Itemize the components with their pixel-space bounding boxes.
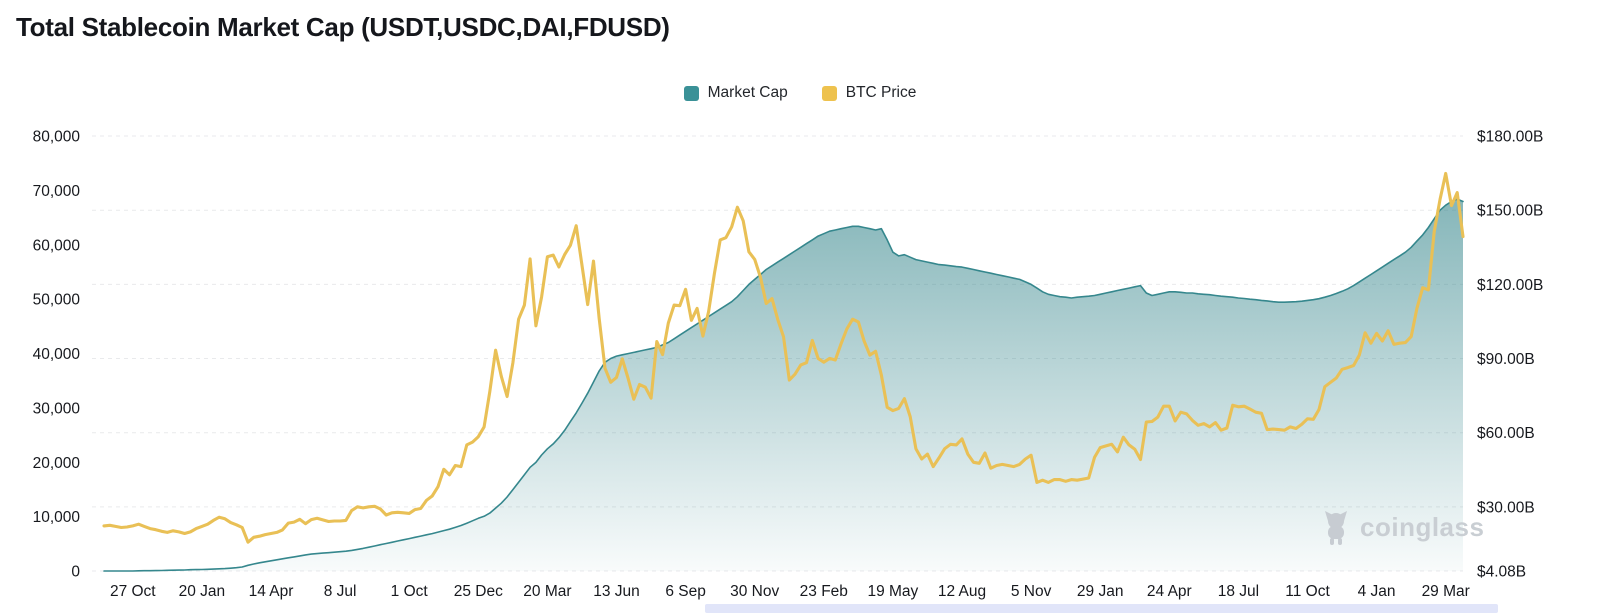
right-axis-tick: $4.08B	[1477, 564, 1526, 581]
legend-label-market-cap: Market Cap	[707, 84, 788, 101]
x-axis-tick: 13 Jun	[593, 583, 640, 600]
x-axis-tick: 25 Dec	[454, 583, 503, 600]
left-axis-tick: 20,000	[33, 455, 81, 472]
right-axis-tick: $30.00B	[1477, 499, 1535, 516]
right-axis-tick: $90.00B	[1477, 351, 1535, 368]
left-axis-tick: 0	[71, 564, 80, 581]
left-axis-tick: 10,000	[33, 509, 81, 526]
chart-legend: Market Cap BTC Price	[0, 84, 1600, 102]
x-axis-tick: 14 Apr	[249, 583, 294, 600]
btc-price-swatch-icon	[821, 85, 837, 101]
left-axis-tick: 30,000	[33, 400, 81, 417]
x-axis-tick: 6 Sep	[665, 583, 706, 600]
x-axis-tick: 20 Mar	[523, 583, 571, 600]
page-title: Total Stablecoin Market Cap (USDT,USDC,D…	[16, 12, 670, 42]
right-axis-tick: $60.00B	[1477, 425, 1535, 442]
market-cap-swatch-icon	[683, 85, 699, 101]
left-axis-tick: 50,000	[33, 292, 81, 309]
x-axis-tick: 11 Oct	[1285, 583, 1330, 600]
legend-label-btc-price: BTC Price	[845, 84, 917, 101]
x-axis-tick: 24 Apr	[1147, 583, 1192, 600]
right-axis-tick: $150.00B	[1477, 203, 1543, 220]
x-axis-tick: 20 Jan	[179, 583, 226, 600]
x-axis-tick: 4 Jan	[1358, 583, 1396, 600]
x-axis-tick: 18 Jul	[1218, 583, 1259, 600]
legend-item-market-cap[interactable]: Market Cap	[683, 84, 788, 102]
left-axis-tick: 60,000	[33, 237, 81, 254]
x-axis-tick: 1 Oct	[391, 583, 429, 600]
right-axis-tick: $180.00B	[1477, 129, 1543, 146]
legend-item-btc-price[interactable]: BTC Price	[821, 84, 917, 102]
chart-scrollbar[interactable]	[705, 604, 1498, 613]
x-axis-tick: 8 Jul	[324, 583, 357, 600]
x-axis-tick: 12 Aug	[938, 583, 986, 600]
left-axis-tick: 70,000	[33, 183, 81, 200]
x-axis-tick: 19 May	[867, 583, 918, 600]
x-axis-tick: 29 Mar	[1422, 583, 1470, 600]
right-axis-tick: $120.00B	[1477, 277, 1543, 294]
x-axis-tick: 30 Nov	[730, 583, 779, 600]
x-axis-tick: 29 Jan	[1077, 583, 1124, 600]
x-axis-tick: 27 Oct	[110, 583, 156, 600]
x-axis-tick: 23 Feb	[800, 583, 848, 600]
left-axis-tick: 40,000	[33, 346, 81, 363]
x-axis-tick: 5 Nov	[1011, 583, 1052, 600]
left-axis-tick: 80,000	[33, 129, 81, 146]
